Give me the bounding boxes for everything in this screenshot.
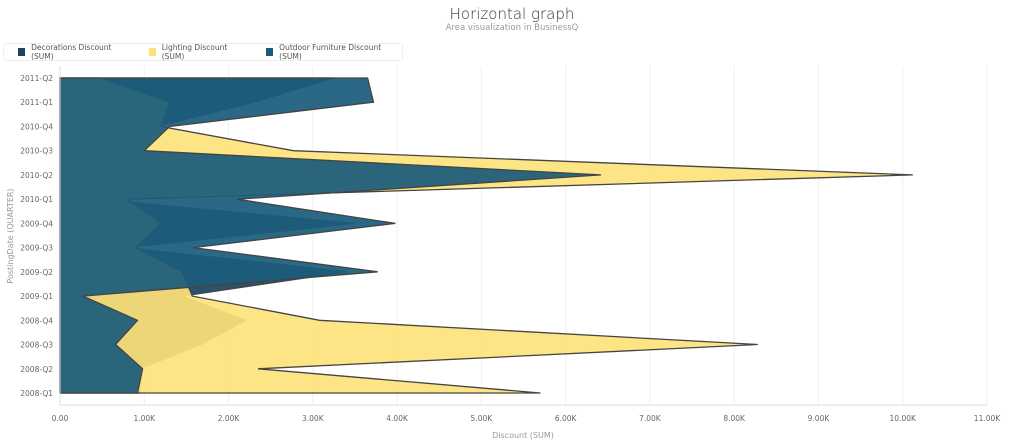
y-tick-label: 2010-Q2 <box>20 171 53 180</box>
legend-item-outdoor-furniture[interactable]: Outdoor Furniture Discount (SUM) <box>266 43 392 61</box>
x-tick-label: 8.00K <box>723 414 746 423</box>
y-tick-label: 2009-Q4 <box>20 219 53 228</box>
x-tick-label: 10.00K <box>890 414 917 423</box>
x-tick-label: 9.00K <box>808 414 831 423</box>
legend-item-decorations[interactable]: Decorations Discount (SUM) <box>18 43 125 61</box>
x-tick-label: 2.00K <box>218 414 241 423</box>
x-tick-label: 4.00K <box>386 414 409 423</box>
legend-label: Decorations Discount (SUM) <box>31 43 112 61</box>
chart-title: Horizontal graph <box>449 5 575 23</box>
y-tick-label: 2008-Q2 <box>20 365 53 374</box>
x-tick-label: 6.00K <box>555 414 578 423</box>
legend-label: Lighting Discount (SUM) <box>161 43 228 61</box>
x-tick-label: 1.00K <box>133 414 156 423</box>
x-tick-label: 5.00K <box>471 414 494 423</box>
y-tick-label: 2008-Q3 <box>20 341 53 350</box>
y-tick-label: 2010-Q1 <box>20 195 53 204</box>
legend: Decorations Discount (SUM) Lighting Disc… <box>3 43 403 61</box>
y-tick-label: 2011-Q2 <box>20 74 53 83</box>
x-tick-label: 0.00 <box>52 414 69 423</box>
legend-swatch <box>266 48 274 56</box>
y-tick-label: 2010-Q3 <box>20 147 53 156</box>
y-tick-label: 2009-Q3 <box>20 244 53 253</box>
chart-subtitle: Area visualization in BusinessQ <box>445 23 579 33</box>
x-tick-label: 11.00K <box>974 414 1001 423</box>
x-tick-label: 7.00K <box>639 414 662 423</box>
y-tick-label: 2011-Q1 <box>20 98 53 107</box>
y-axis-label: PostingDate (QUARTER) <box>6 188 15 283</box>
legend-swatch <box>18 48 26 56</box>
y-tick-label: 2009-Q2 <box>20 268 53 277</box>
y-tick-label: 2008-Q4 <box>20 316 53 325</box>
legend-label: Outdoor Furniture Discount (SUM) <box>279 43 382 61</box>
y-tick-label: 2010-Q4 <box>20 122 53 131</box>
y-tick-label: 2008-Q1 <box>20 389 53 398</box>
area-series-outdoor-furniture-discount-sum[interactable] <box>59 77 602 394</box>
x-axis-label: Discount (SUM) <box>492 431 554 440</box>
legend-item-lighting[interactable]: Lighting Discount (SUM) <box>148 43 242 61</box>
y-tick-label: 2009-Q1 <box>20 292 53 301</box>
legend-swatch <box>148 48 156 56</box>
x-tick-label: 3.00K <box>302 414 325 423</box>
